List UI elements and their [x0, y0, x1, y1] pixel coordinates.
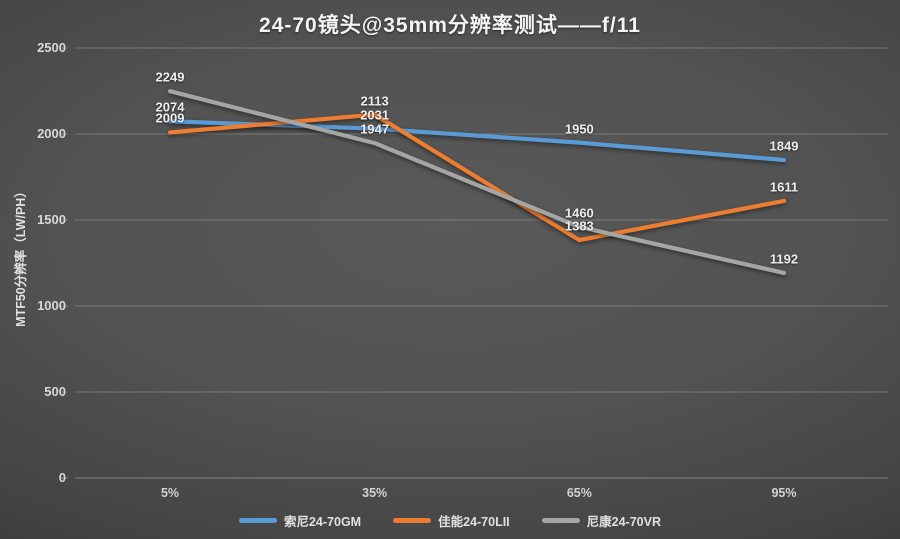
legend-item-0: 索尼24-70GM: [238, 511, 362, 530]
data-point-label: 1611: [769, 179, 799, 195]
data-point-label: 1460: [564, 205, 594, 221]
data-point-label: 1947: [360, 121, 390, 137]
data-point-label: 1849: [769, 138, 799, 154]
y-tick-label: 2500: [37, 40, 66, 55]
legend: 索尼24-70GM 佳能24-70LII 尼康24-70VR: [0, 511, 900, 530]
legend-item-2: 尼康24-70VR: [541, 511, 661, 530]
series-line-索尼24-70GM: [167, 119, 787, 163]
legend-label: 佳能24-70LII: [438, 515, 510, 529]
series-line-尼康24-70VR: [167, 89, 787, 276]
x-tick-label: 95%: [771, 486, 797, 500]
y-tick-label: 1000: [37, 298, 66, 313]
y-tick-label: 1500: [37, 212, 66, 227]
legend-label: 尼康24-70VR: [586, 515, 661, 529]
chart-title: 24-70镜头@35mm分辨率测试——f/11: [259, 14, 641, 37]
data-point-label: 1383: [564, 218, 594, 234]
legend-swatch: [393, 518, 432, 523]
y-tick-label: 500: [44, 384, 66, 399]
legend-item-1: 佳能24-70LII: [393, 511, 510, 530]
x-tick-label: 5%: [160, 486, 180, 500]
legend-swatch: [238, 518, 277, 523]
data-point-label: 2009: [155, 110, 185, 126]
y-tick-label: 2000: [37, 126, 66, 141]
data-point-label: 1950: [564, 121, 594, 137]
data-point-label: 1192: [769, 251, 799, 267]
data-point-label: 2074: [155, 99, 185, 115]
legend-swatch: [541, 518, 580, 523]
legend-label: 索尼24-70GM: [283, 515, 362, 529]
data-point-label: 2249: [155, 69, 185, 85]
x-tick-label: 65%: [566, 486, 592, 500]
series-line-佳能24-70LII: [167, 112, 787, 243]
data-point-label: 2113: [360, 93, 389, 109]
y-tick-label: 0: [58, 470, 66, 485]
x-tick-label: 35%: [362, 486, 388, 500]
data-point-label: 2031: [360, 107, 390, 123]
